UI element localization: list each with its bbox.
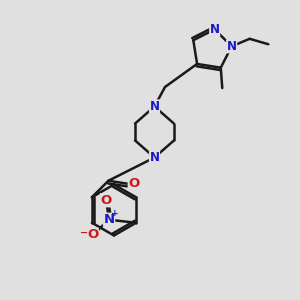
Text: N: N bbox=[149, 151, 160, 164]
Text: O: O bbox=[87, 228, 98, 241]
Text: O: O bbox=[100, 194, 112, 207]
Text: O: O bbox=[128, 177, 140, 190]
Text: N: N bbox=[103, 213, 115, 226]
Text: N: N bbox=[149, 100, 160, 113]
Text: −: − bbox=[80, 228, 88, 238]
Text: +: + bbox=[111, 209, 118, 218]
Text: N: N bbox=[226, 40, 237, 53]
Text: N: N bbox=[210, 23, 220, 36]
